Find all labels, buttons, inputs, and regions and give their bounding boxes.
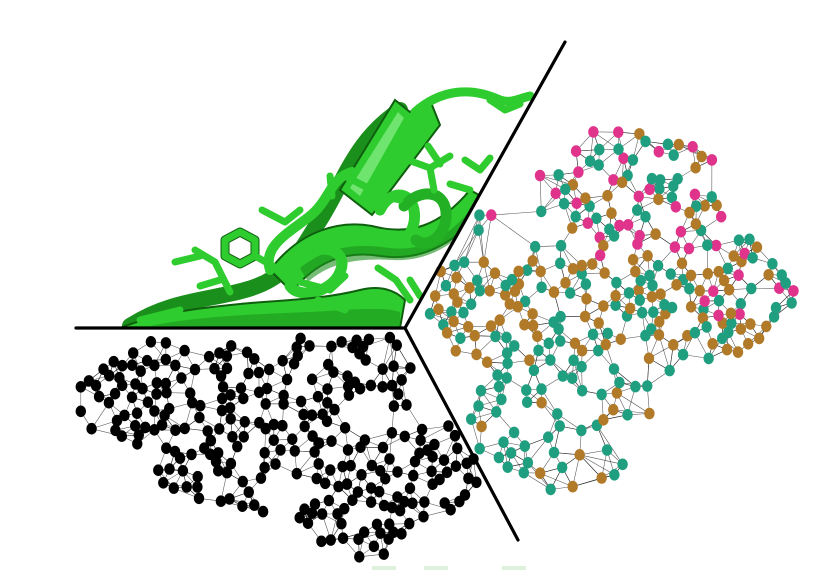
protein-ribbon-icon bbox=[119, 87, 535, 334]
divider-lower-diagonal bbox=[403, 326, 520, 542]
divider-upper-diagonal bbox=[403, 40, 567, 330]
sector-dividers bbox=[74, 40, 567, 542]
beta-strand-top-highlight bbox=[350, 112, 404, 196]
helix-coil-3 bbox=[284, 243, 348, 299]
bottom-edge-fragments bbox=[372, 566, 526, 570]
protein-cartoon-panel bbox=[0, 42, 823, 570]
protein-loop-upper bbox=[410, 87, 535, 117]
side-chains bbox=[136, 96, 524, 324]
protein-loop-middle bbox=[263, 167, 357, 275]
alpha-helix-shade bbox=[300, 208, 480, 282]
protein-ribbon-lower-shade bbox=[150, 308, 400, 328]
helix-coil-2 bbox=[398, 188, 452, 249]
protein-sector-mask bbox=[0, 42, 823, 570]
